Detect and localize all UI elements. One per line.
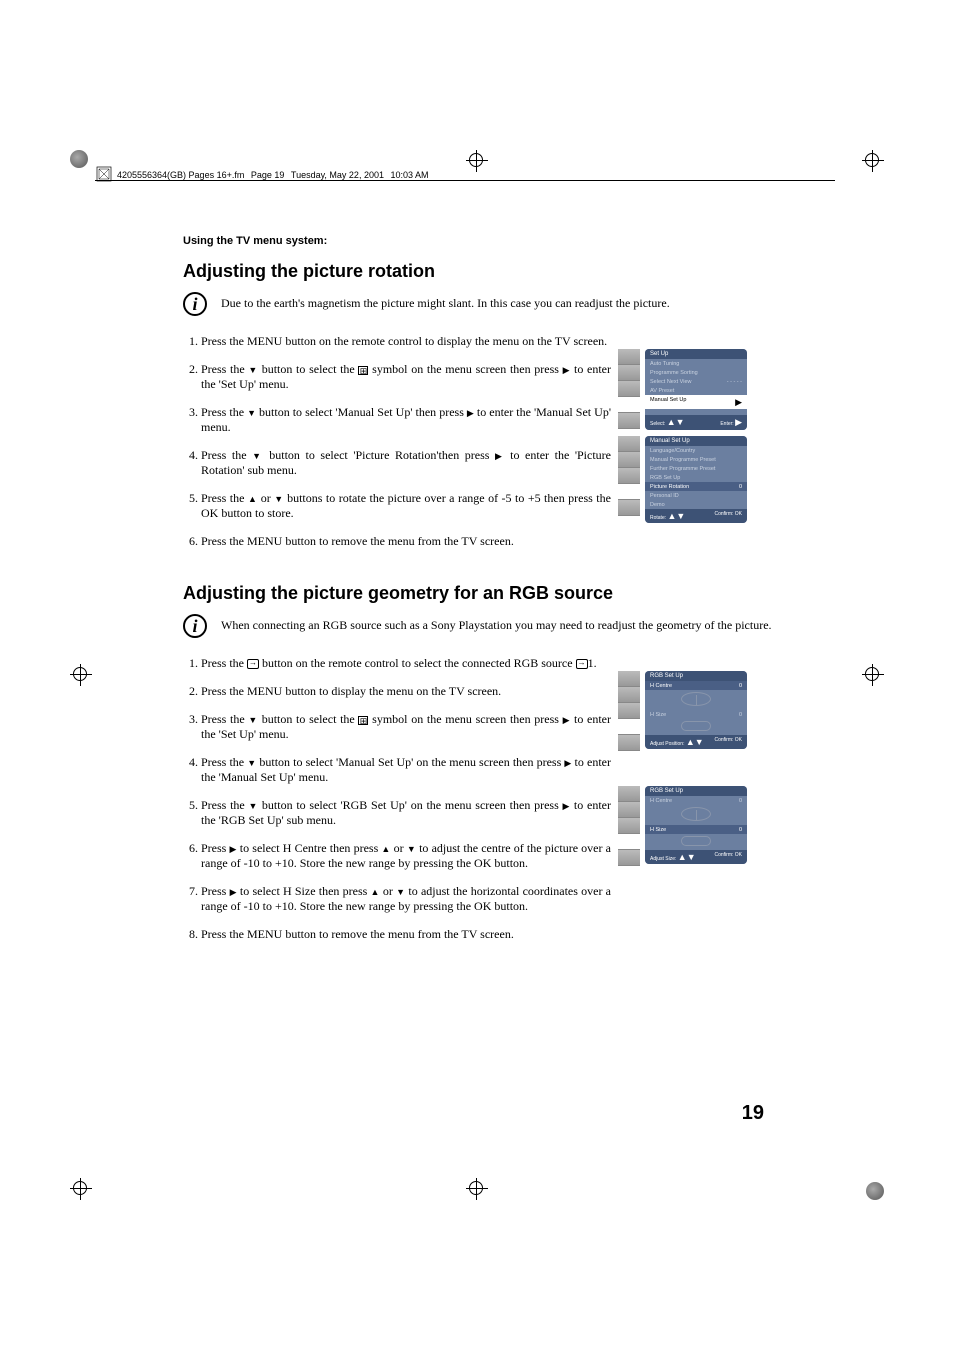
menu-sidebar	[618, 786, 640, 866]
crosshair-bottom	[466, 1178, 488, 1200]
crosshair-bl	[70, 1178, 92, 1200]
menu-sidebar	[618, 436, 640, 516]
menu-sidebar	[618, 671, 640, 751]
input-select-icon	[247, 659, 259, 669]
rotation-step-6: Press the MENU button to remove the menu…	[201, 534, 775, 549]
rgb-heading: Adjusting the picture geometry for an RG…	[183, 583, 775, 604]
info-row-rgb: i When connecting an RGB source such as …	[183, 614, 775, 638]
info-row-rotation: i Due to the earth's magnetism the pictu…	[183, 292, 775, 316]
crosshair-tr	[862, 150, 884, 172]
menu-item: Programme Sorting	[645, 368, 747, 377]
rotation-heading: Adjusting the picture rotation	[183, 261, 775, 282]
menu-footer: Rotate: ▲▼ Confirm: OK	[645, 509, 747, 523]
setup-menu-icon: ⊞	[358, 366, 368, 375]
header-time: 10:03 AM	[390, 170, 428, 180]
rotation-step-2: Press the ▼ button to select the ⊞ symbo…	[201, 362, 611, 392]
menu-h-size: H Size0	[645, 825, 747, 834]
crosshair-left	[70, 664, 92, 686]
rgb-step-1: Press the button on the remote control t…	[201, 656, 775, 671]
menu-item-highlighted: Manual Set Up▶	[645, 395, 747, 409]
rgb-step-3: Press the ▼ button to select the ⊞ symbo…	[201, 712, 611, 742]
menu-item: Auto Tuning	[645, 359, 747, 368]
h-size-diagram	[645, 834, 747, 850]
corner-dot-tl	[70, 150, 88, 168]
menu-item: Manual Programme Preset	[645, 455, 747, 464]
menu-h-centre: H Centre0	[645, 681, 747, 690]
menu-title: RGB Set Up	[645, 671, 747, 681]
crosshair-top	[466, 150, 488, 172]
menu-title: RGB Set Up	[645, 786, 747, 796]
section-header: Using the TV menu system:	[183, 235, 775, 247]
menu-footer: Adjust Size: ▲▼ Confirm: OK	[645, 850, 747, 864]
crosshair-right	[862, 664, 884, 686]
menu-h-centre: H Centre0	[645, 796, 747, 805]
header-date: Tuesday, May 22, 2001	[291, 170, 384, 180]
corner-dot-br	[866, 1182, 884, 1200]
rgb-step-6: Press ▶ to select H Centre then press ▲ …	[201, 841, 611, 871]
rgb-step-5: Press the ▼ button to select 'RGB Set Up…	[201, 798, 611, 828]
menu-sidebar	[618, 349, 640, 429]
rotation-step-4: Press the ▼ button to select 'Picture Ro…	[201, 448, 611, 478]
menu-item: Personal ID	[645, 491, 747, 500]
rotation-info-text: Due to the earth's magnetism the picture…	[221, 292, 670, 311]
page-number: 19	[742, 1102, 764, 1125]
menu-item-highlighted: Picture Rotation0	[645, 482, 747, 491]
setup-menu-icon: ⊞	[358, 716, 368, 725]
rotation-step-1: Press the MENU button on the remote cont…	[201, 334, 775, 349]
menu-item: Language/Country	[645, 446, 747, 455]
menu-title: Set Up	[645, 349, 747, 359]
header-line: 4205556364(GB) Pages 16+.fm Page 19 Tues…	[117, 170, 429, 180]
menu-item: Demo	[645, 500, 747, 509]
rgb-step-8: Press the MENU button to remove the menu…	[201, 927, 775, 942]
header-page-info: Page 19	[251, 170, 285, 180]
input-source-icon	[576, 659, 588, 669]
h-centre-diagram	[645, 805, 747, 825]
rotation-step-5: Press the ▲ or ▼ buttons to rotate the p…	[201, 491, 611, 521]
rgb-info-text: When connecting an RGB source such as a …	[221, 614, 772, 633]
menu-item: AV Preset	[645, 386, 747, 395]
menu-item: Further Programme Preset	[645, 464, 747, 473]
menu-item: Select Next View- - - - -	[645, 377, 747, 386]
info-icon: i	[183, 614, 207, 638]
header-filename: 4205556364(GB) Pages 16+.fm	[117, 170, 244, 180]
menu-item: RGB Set Up	[645, 473, 747, 482]
rgb-step-7: Press ▶ to select H Size then press ▲ or…	[201, 884, 611, 914]
h-centre-diagram	[645, 690, 747, 710]
rgb-step-4: Press the ▼ button to select 'Manual Set…	[201, 755, 611, 785]
h-size-diagram	[645, 719, 747, 735]
rotation-step-3: Press the ▼ button to select 'Manual Set…	[201, 405, 611, 435]
menu-footer: Adjust Position: ▲▼ Confirm: OK	[645, 735, 747, 749]
menu-title: Manual Set Up	[645, 436, 747, 446]
menu-footer: Select: ▲▼ Enter: ▶	[645, 415, 747, 430]
header-rule	[95, 180, 835, 181]
menu-h-size: H Size0	[645, 710, 747, 719]
info-icon: i	[183, 292, 207, 316]
